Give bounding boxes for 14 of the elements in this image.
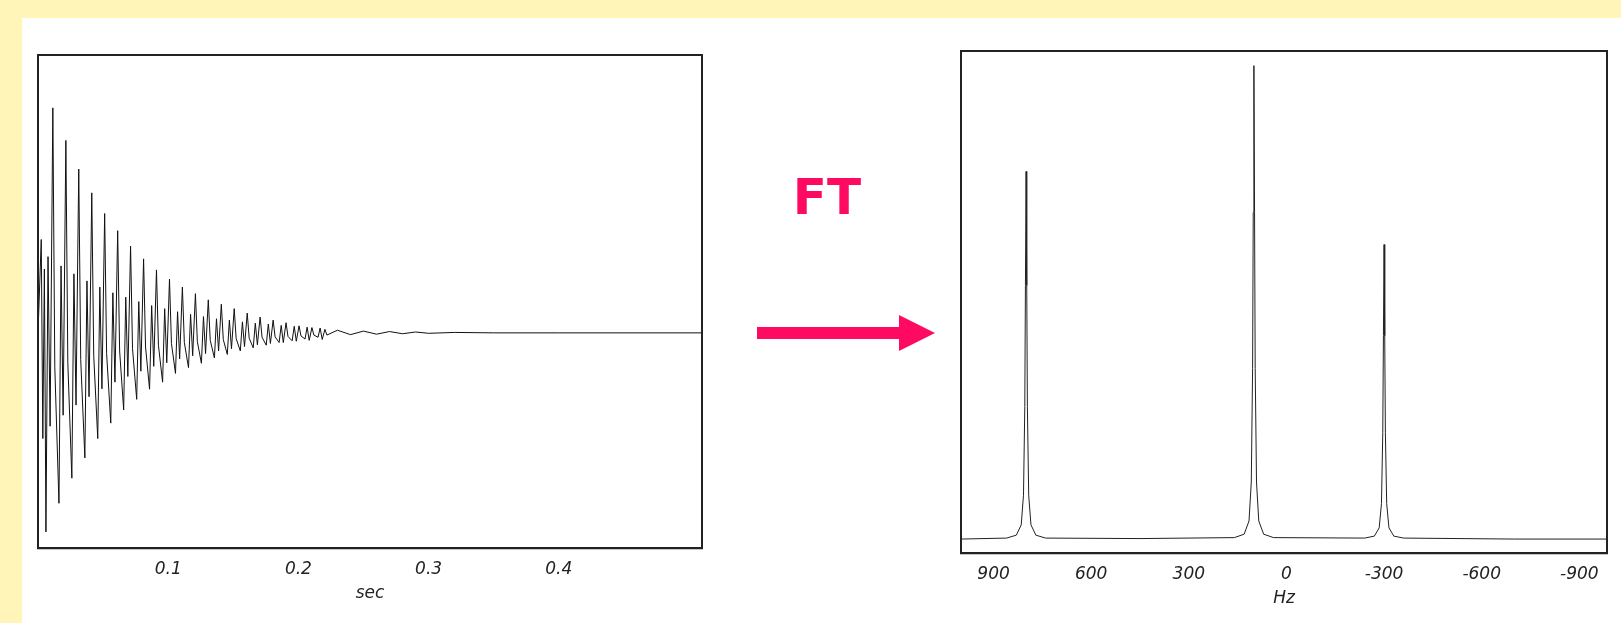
x-tick-label: 600 (1074, 562, 1108, 583)
x-tick-label: 300 (1172, 562, 1206, 583)
x-tick-label: -600 (1462, 562, 1501, 583)
x-tick-label: 0 (1281, 562, 1292, 583)
x-tick-label: 0.4 (545, 557, 573, 578)
x-tick-label: 0.3 (415, 557, 443, 578)
x-tick-label: 0.1 (154, 557, 182, 578)
text: FT (791, 168, 863, 226)
x-tick-label: 900 (977, 562, 1010, 583)
x-axis-title: Hz (1273, 587, 1296, 608)
x-tick-label: 0.2 (284, 557, 312, 578)
x-axis-title: sec (355, 582, 385, 603)
x-tick-label: -300 (1364, 562, 1404, 583)
x-tick-label: -900 (1560, 562, 1599, 583)
